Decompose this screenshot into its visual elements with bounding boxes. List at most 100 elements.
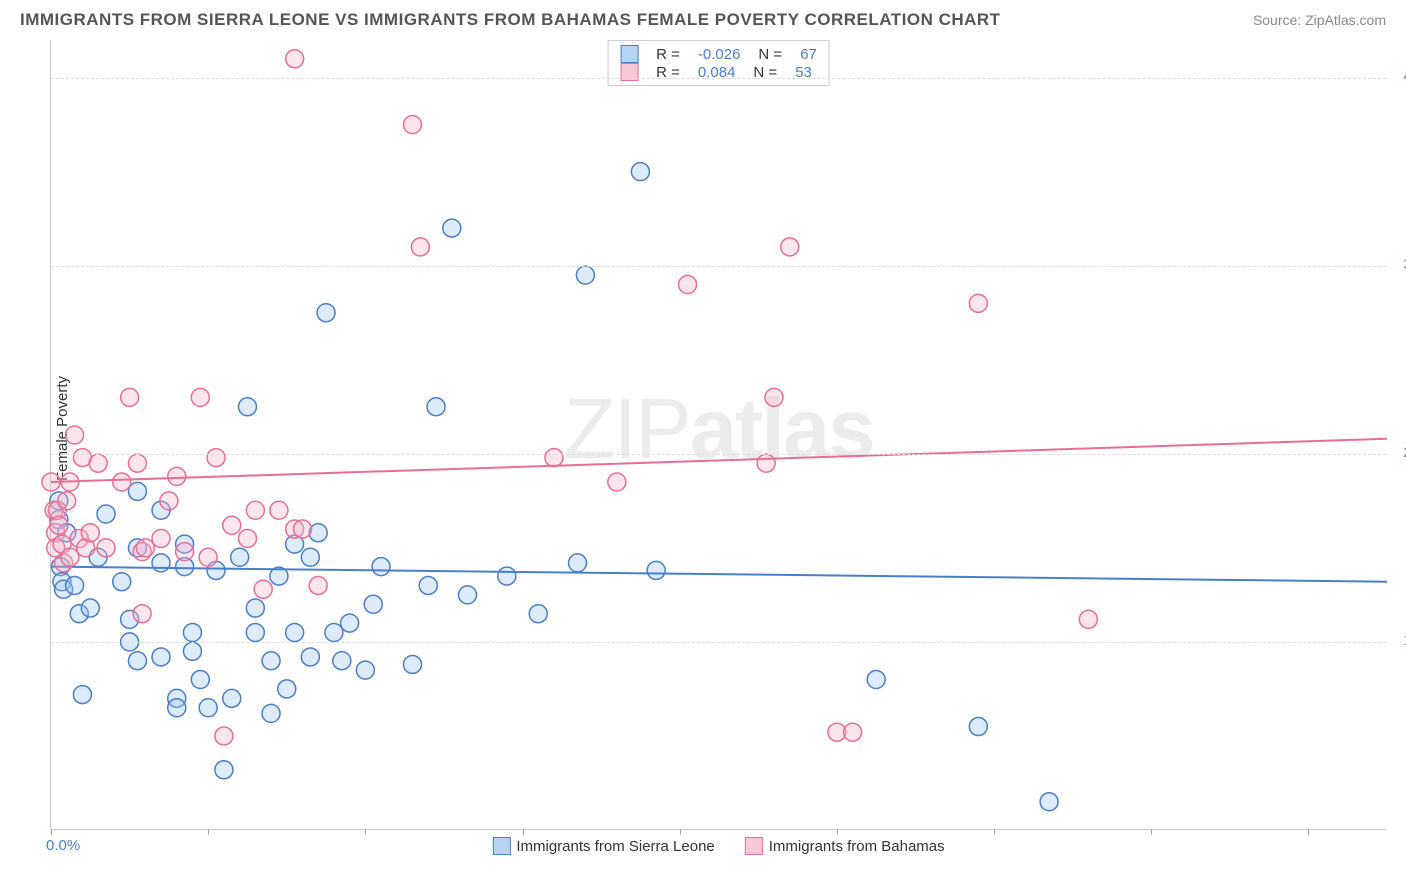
source-label: Source: ZipAtlas.com [1253, 12, 1386, 28]
data-point-blue [262, 704, 280, 722]
data-point-pink [199, 548, 217, 566]
x-tick-mark [208, 829, 209, 835]
data-point-pink [81, 524, 99, 542]
data-point-blue [309, 524, 327, 542]
data-point-blue [969, 718, 987, 736]
data-point-pink [168, 467, 186, 485]
data-point-blue [372, 558, 390, 576]
data-point-pink [136, 539, 154, 557]
data-point-blue [443, 219, 461, 237]
data-point-blue [427, 398, 445, 416]
data-point-pink [238, 529, 256, 547]
x-tick-mark [994, 829, 995, 835]
data-point-blue [152, 648, 170, 666]
data-point-pink [160, 492, 178, 510]
data-point-blue [404, 655, 422, 673]
data-point-blue [168, 699, 186, 717]
data-point-pink [66, 426, 84, 444]
x-tick-mark [837, 829, 838, 835]
data-point-blue [301, 548, 319, 566]
data-point-blue [199, 699, 217, 717]
data-point-blue [867, 671, 885, 689]
data-point-pink [293, 520, 311, 538]
data-point-pink [404, 116, 422, 134]
data-point-pink [411, 238, 429, 256]
data-point-blue [97, 505, 115, 523]
data-point-pink [128, 454, 146, 472]
data-point-pink [270, 501, 288, 519]
data-point-blue [529, 605, 547, 623]
data-point-pink [58, 492, 76, 510]
x-tick-mark [680, 829, 681, 835]
data-point-blue [356, 661, 374, 679]
data-point-blue [152, 554, 170, 572]
data-point-blue [128, 482, 146, 500]
data-point-blue [364, 595, 382, 613]
data-point-pink [133, 605, 151, 623]
gridline [51, 454, 1386, 455]
data-point-pink [113, 473, 131, 491]
trend-line-blue [51, 567, 1387, 582]
data-point-blue [647, 561, 665, 579]
data-point-pink [176, 543, 194, 561]
data-point-blue [325, 624, 343, 642]
data-point-blue [333, 652, 351, 670]
data-point-blue [191, 671, 209, 689]
legend-swatch-blue [492, 837, 510, 855]
gridline [51, 78, 1386, 79]
data-point-blue [113, 573, 131, 591]
data-point-blue [215, 761, 233, 779]
data-point-pink [309, 576, 327, 594]
data-point-blue [246, 624, 264, 642]
data-point-blue [183, 642, 201, 660]
data-point-pink [969, 294, 987, 312]
data-point-pink [608, 473, 626, 491]
data-point-pink [286, 50, 304, 68]
data-point-blue [183, 624, 201, 642]
data-point-blue [317, 304, 335, 322]
data-point-pink [89, 454, 107, 472]
gridline [51, 266, 1386, 267]
data-point-blue [238, 398, 256, 416]
data-point-blue [498, 567, 516, 585]
x-tick-mark [523, 829, 524, 835]
data-point-blue [231, 548, 249, 566]
legend-row-blue: R = -0.026 N = 67 [620, 45, 817, 63]
data-point-blue [246, 599, 264, 617]
data-point-blue [1040, 793, 1058, 811]
data-point-blue [301, 648, 319, 666]
correlation-legend: R = -0.026 N = 67 R = 0.084 N = 53 [607, 40, 830, 86]
legend-item-sierra-leone: Immigrants from Sierra Leone [492, 837, 714, 855]
chart-title: IMMIGRANTS FROM SIERRA LEONE VS IMMIGRAN… [20, 10, 1001, 30]
data-point-blue [569, 554, 587, 572]
data-point-pink [207, 449, 225, 467]
data-point-pink [254, 580, 272, 598]
n-value-blue: 67 [800, 46, 817, 63]
data-point-pink [246, 501, 264, 519]
data-point-blue [262, 652, 280, 670]
data-point-blue [128, 652, 146, 670]
scatter-svg [51, 40, 1387, 830]
data-point-blue [459, 586, 477, 604]
data-point-pink [50, 516, 68, 534]
r-label: R = [656, 46, 680, 63]
data-point-blue [81, 599, 99, 617]
data-point-pink [679, 276, 697, 294]
data-point-pink [781, 238, 799, 256]
gridline [51, 642, 1386, 643]
n-label: N = [758, 46, 782, 63]
data-point-pink [765, 388, 783, 406]
data-point-pink [1079, 610, 1097, 628]
legend-label: Immigrants from Sierra Leone [516, 838, 714, 855]
x-tick-label-min: 0.0% [46, 837, 80, 854]
x-tick-mark [1308, 829, 1309, 835]
data-point-blue [631, 163, 649, 181]
data-point-pink [97, 539, 115, 557]
chart-plot-area: ZIPatlas R = -0.026 N = 67 R = 0.084 N =… [50, 40, 1386, 830]
data-point-pink [844, 723, 862, 741]
data-point-pink [545, 449, 563, 467]
legend-item-bahamas: Immigrants from Bahamas [745, 837, 945, 855]
legend-label: Immigrants from Bahamas [769, 838, 945, 855]
data-point-pink [121, 388, 139, 406]
trend-line-pink [51, 439, 1387, 482]
